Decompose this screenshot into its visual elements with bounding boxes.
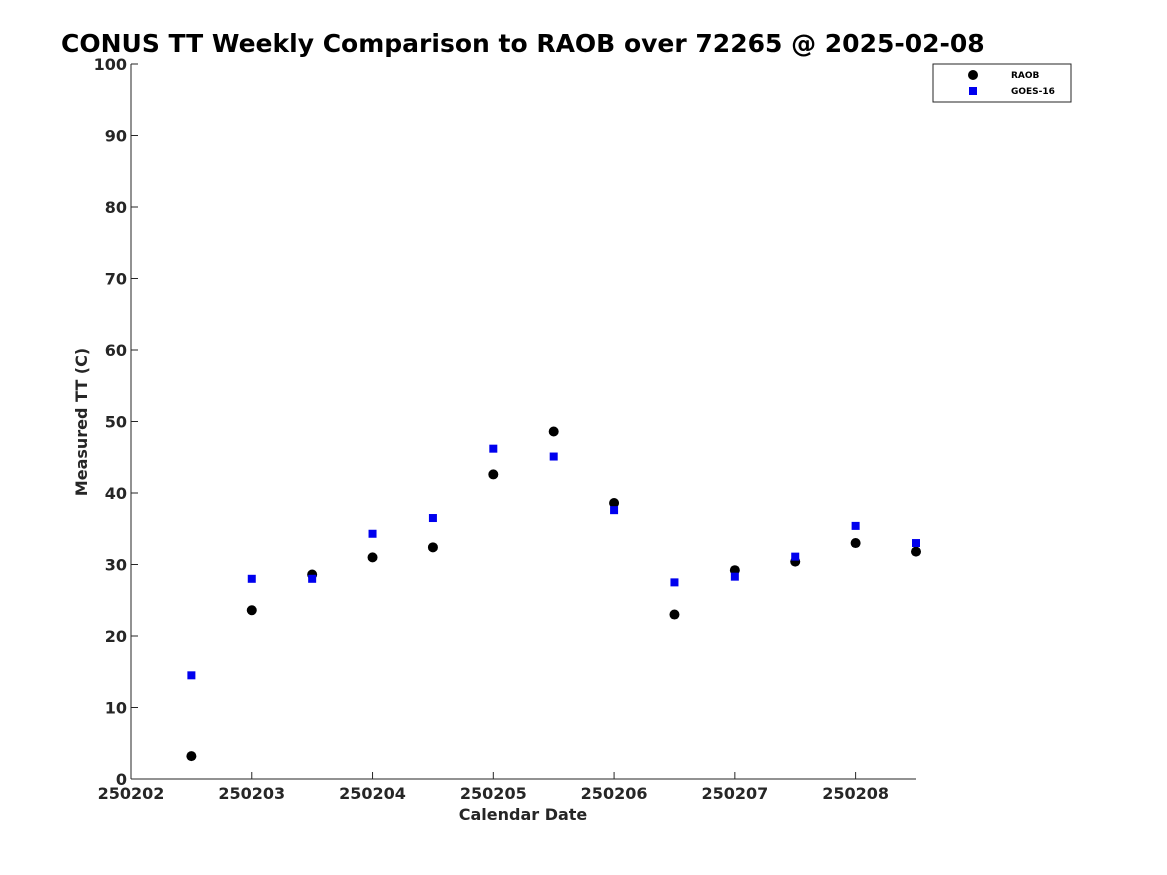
y-tick-label: 30: [105, 556, 127, 575]
x-axis-ticks: 250202 250203 250204 250205 250206 250207 2502…: [98, 772, 889, 803]
x-axis-label: Calendar Date: [459, 805, 588, 824]
y-tick-label: 20: [105, 627, 127, 646]
raob-point: [669, 609, 680, 620]
legend: RAOB GOES-16: [932, 63, 1072, 103]
goes16-point: [670, 578, 679, 587]
x-tick-label: 250206: [581, 784, 648, 803]
legend-goes16-marker: [969, 87, 977, 95]
goes16-point: [247, 574, 256, 583]
x-tick-label: 250207: [701, 784, 768, 803]
y-tick-label: 50: [105, 413, 127, 432]
legend-box: [932, 63, 1072, 103]
y-axis-label: Measured TT (C): [72, 348, 91, 496]
series-goes-16: [187, 444, 920, 680]
goes16-point: [730, 572, 739, 581]
x-tick-label: 250205: [460, 784, 527, 803]
raob-point: [609, 498, 620, 509]
y-tick-label: 0: [116, 770, 127, 789]
y-axis-ticks: 0 10 20 30 40 50 60 70 80 90 100: [94, 55, 138, 789]
y-tick-label: 10: [105, 699, 127, 718]
series-raob: [186, 426, 921, 762]
goes16-point: [428, 514, 437, 523]
legend-raob-marker: [968, 70, 978, 80]
y-tick-label: 40: [105, 484, 127, 503]
raob-point: [367, 552, 378, 563]
goes16-point: [851, 521, 860, 530]
raob-point: [488, 469, 499, 480]
goes16-point: [791, 552, 800, 561]
goes16-point: [549, 452, 558, 461]
raob-point: [850, 538, 861, 549]
raob-point: [427, 542, 438, 553]
goes16-point: [489, 444, 498, 453]
y-tick-label: 70: [105, 270, 127, 289]
y-tick-label: 80: [105, 198, 127, 217]
x-tick-label: 250204: [339, 784, 406, 803]
goes16-point: [368, 529, 377, 538]
raob-point: [186, 751, 197, 762]
goes16-point: [308, 574, 317, 583]
chart-title: CONUS TT Weekly Comparison to RAOB over …: [61, 29, 985, 58]
legend-goes16-label: GOES-16: [1011, 87, 1055, 97]
goes16-point: [187, 671, 196, 680]
x-tick-label: 250208: [822, 784, 889, 803]
goes16-point: [912, 539, 920, 548]
series-layer: [186, 426, 921, 762]
legend-raob-label: RAOB: [1011, 71, 1040, 81]
raob-point: [246, 605, 257, 616]
x-tick-label: 250203: [218, 784, 285, 803]
y-tick-label: 100: [94, 55, 127, 74]
raob-point: [911, 546, 921, 557]
y-tick-label: 60: [105, 341, 127, 360]
goes16-point: [610, 506, 619, 515]
x-tick-label: 250202: [98, 784, 165, 803]
raob-point: [548, 426, 559, 437]
y-tick-label: 90: [105, 127, 127, 146]
